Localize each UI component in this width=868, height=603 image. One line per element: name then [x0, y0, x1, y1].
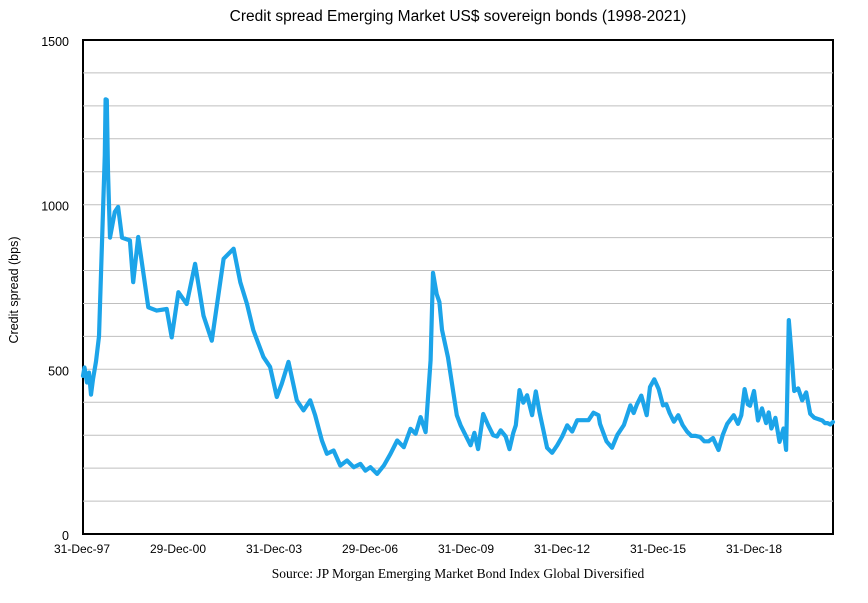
svg-text:0: 0	[62, 529, 69, 543]
svg-text:31-Dec-15: 31-Dec-15	[630, 542, 686, 556]
svg-text:1500: 1500	[41, 35, 69, 49]
svg-text:29-Dec-06: 29-Dec-06	[342, 542, 398, 556]
svg-text:500: 500	[48, 364, 69, 378]
svg-text:1000: 1000	[41, 200, 69, 214]
svg-text:31-Dec-97: 31-Dec-97	[54, 542, 110, 556]
svg-text:31-Dec-18: 31-Dec-18	[726, 542, 782, 556]
svg-text:31-Dec-03: 31-Dec-03	[246, 542, 302, 556]
svg-text:29-Dec-00: 29-Dec-00	[150, 542, 206, 556]
svg-text:31-Dec-09: 31-Dec-09	[438, 542, 494, 556]
svg-text:31-Dec-12: 31-Dec-12	[534, 542, 590, 556]
